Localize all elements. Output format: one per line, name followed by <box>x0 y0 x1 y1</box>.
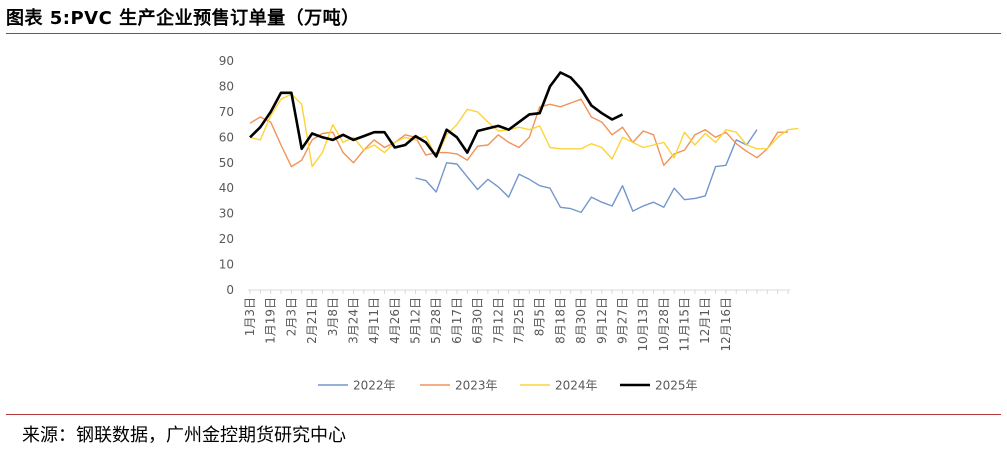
x-tick-label: 7月12日 <box>491 297 505 344</box>
x-tick-label: 6月17日 <box>450 297 464 344</box>
x-tick-label: 5月12日 <box>409 297 423 344</box>
x-tick-label: 2月21日 <box>305 297 319 344</box>
y-tick-label: 0 <box>226 283 234 297</box>
x-tick-label: 4月26日 <box>388 297 402 344</box>
x-tick-label: 6月30日 <box>471 297 485 344</box>
x-tick-label: 7月25日 <box>512 297 526 344</box>
series-line-2025 <box>249 71 624 158</box>
x-tick-label: 5月28日 <box>429 297 443 344</box>
legend-label: 2023年 <box>455 379 498 393</box>
title-rule <box>6 33 1001 34</box>
x-tick-label: 3月24日 <box>346 297 360 344</box>
x-axis-ticks: 1月3日 1月19日 2月3日 2月21日 3月8日 3月24日 4月11日 4月26日 5月1… <box>243 290 789 352</box>
y-tick-label: 70 <box>219 105 234 119</box>
x-tick-label: 3月8日 <box>326 297 340 336</box>
x-tick-label: 1月3日 <box>243 297 257 336</box>
y-tick-label: 50 <box>219 156 234 170</box>
x-tick-label: 10月13日 <box>636 297 650 352</box>
series-line-2023 <box>249 98 788 168</box>
x-tick-label: 12月1日 <box>698 297 712 344</box>
legend-label: 2024年 <box>555 379 598 393</box>
y-tick-label: 90 <box>219 54 234 68</box>
x-tick-label: 9月27日 <box>615 297 629 344</box>
figure-title: 图表 5:PVC 生产企业预售订单量（万吨） <box>6 8 360 29</box>
chart-legend: 2022年 2023年 2024年 2025年 <box>318 379 698 393</box>
y-tick-label: 20 <box>219 232 234 246</box>
x-tick-label: 10月28日 <box>657 297 671 352</box>
source-note: 来源：钢联数据，广州金控期货研究中心 <box>22 425 346 446</box>
y-axis-ticks: 0 10 20 30 40 50 60 70 80 90 <box>219 54 234 297</box>
y-tick-label: 80 <box>219 79 234 93</box>
x-tick-label: 11月15日 <box>678 297 692 352</box>
series-line-2024 <box>249 93 799 168</box>
y-tick-label: 10 <box>219 258 234 272</box>
y-tick-label: 60 <box>219 130 234 144</box>
x-tick-label: 9月12日 <box>595 297 609 344</box>
x-tick-label: 4月11日 <box>367 297 381 344</box>
y-tick-label: 30 <box>219 207 234 221</box>
legend-label: 2025年 <box>655 379 698 393</box>
source-rule <box>6 414 1001 415</box>
series-layer <box>249 71 799 214</box>
x-tick-label: 8月18日 <box>553 297 567 344</box>
legend-label: 2022年 <box>353 379 396 393</box>
x-tick-label: 8月5日 <box>533 297 547 336</box>
x-tick-label: 2月3日 <box>284 297 298 336</box>
y-tick-label: 40 <box>219 181 234 195</box>
series-line-2022 <box>415 129 758 214</box>
x-tick-label: 8月30日 <box>574 297 588 344</box>
x-tick-label: 12月16日 <box>719 297 733 352</box>
x-tick-label: 1月19日 <box>264 297 278 344</box>
